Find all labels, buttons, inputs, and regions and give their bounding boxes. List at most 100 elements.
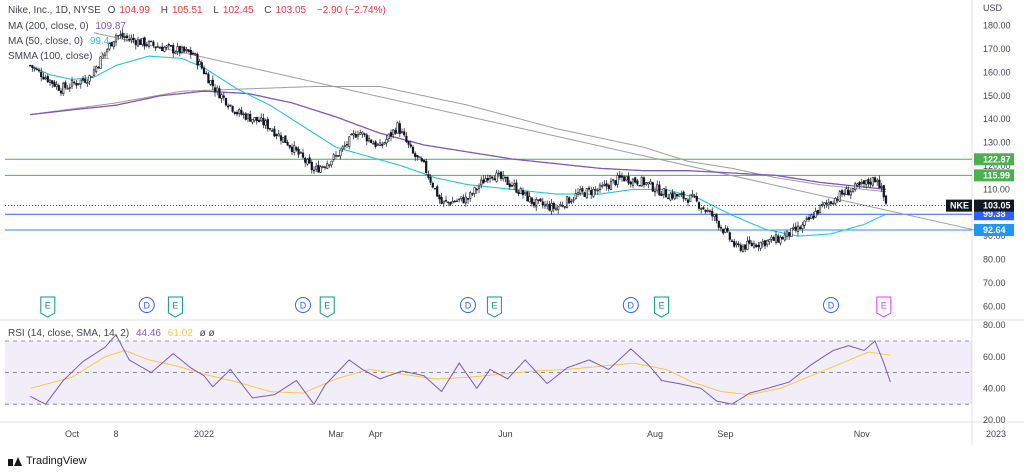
dividend-marker: D [823, 297, 839, 313]
candle-body [273, 128, 276, 137]
candle [147, 39, 151, 49]
smma-legend[interactable]: SMMA (100, close) 11 [8, 51, 114, 62]
candle-body [222, 95, 225, 98]
plot-area[interactable] [5, 28, 977, 406]
candle-body [482, 179, 485, 184]
candle [832, 200, 835, 205]
candle [700, 207, 703, 214]
candle [805, 215, 808, 223]
candle-body [145, 44, 148, 46]
candle-body [348, 136, 351, 147]
candle [187, 49, 190, 53]
candle-body [686, 199, 690, 203]
candle-body [110, 41, 113, 47]
candle [356, 130, 360, 140]
earnings-marker: E [319, 296, 335, 318]
candle-body [777, 235, 780, 243]
candle-body [290, 146, 294, 152]
candle [563, 205, 566, 210]
candle [735, 240, 738, 248]
candle-body [356, 134, 360, 137]
candle [726, 226, 729, 233]
candle [211, 75, 214, 91]
candle-body [317, 164, 320, 173]
candle-body [429, 176, 432, 183]
candle-body [684, 197, 687, 200]
candle [807, 214, 811, 222]
candle [414, 151, 417, 162]
candle [783, 231, 786, 242]
candle-body [867, 179, 870, 184]
grid [0, 0, 1024, 445]
candle-body [187, 49, 190, 53]
event-marker-label: D [628, 301, 635, 311]
tradingview-branding[interactable]: TradingView [8, 455, 87, 467]
candle [339, 149, 342, 160]
candle [497, 169, 500, 178]
candle [139, 38, 142, 46]
candle-body [616, 175, 619, 185]
candle-body [708, 210, 712, 212]
candle-body [528, 196, 531, 203]
candle-body [231, 105, 234, 112]
price-tick-label: 130.00 [983, 138, 1011, 148]
candle-body [631, 178, 635, 186]
candle-body [51, 80, 54, 84]
level-tag-label: 99.38 [983, 209, 1006, 219]
candle-body [165, 45, 168, 48]
candle [713, 213, 716, 222]
candle [821, 201, 824, 208]
price-tick-label: 140.00 [983, 114, 1011, 124]
rsi-legend[interactable]: RSI (14, close, SMA, 14, 2) 44.46 61.02 … [8, 328, 219, 339]
candle-body [783, 234, 786, 241]
candle-body [282, 137, 285, 143]
candle [68, 83, 71, 92]
dividend-icon [295, 297, 311, 313]
candle-body [224, 97, 228, 106]
candle [158, 45, 162, 49]
candle [99, 56, 102, 69]
candle [53, 79, 56, 88]
candle-body [741, 245, 745, 252]
ma50-legend[interactable]: MA (50, close, 0) 99.4 [8, 36, 113, 47]
candle-body [480, 179, 483, 186]
candle [526, 191, 529, 202]
candle-body [607, 184, 610, 189]
candle-body [541, 201, 544, 206]
candle-body [117, 35, 120, 37]
candle-body [440, 196, 443, 204]
candle-body [451, 201, 454, 204]
symbol-legend[interactable]: Nike, Inc., 1D, NYSE O 104.99 H 105.51 L 10… [8, 5, 390, 16]
candle [827, 198, 830, 210]
candle [506, 176, 509, 186]
candle [411, 145, 415, 154]
candle-body [284, 135, 287, 143]
ohlc-low: L 102.45 [213, 5, 254, 16]
candle-body [275, 134, 278, 136]
candle [482, 175, 485, 184]
candle-body [876, 179, 879, 182]
earnings-icon [876, 296, 892, 318]
candle [678, 193, 681, 197]
candle-body [233, 111, 236, 114]
candle-body [746, 240, 749, 250]
candle-body [198, 61, 201, 65]
earnings-marker: E [654, 296, 670, 318]
candle-body [821, 203, 824, 206]
price-tick-label: 80.00 [983, 255, 1006, 265]
ma50-line [29, 55, 887, 237]
candle [739, 242, 742, 253]
candle [583, 191, 586, 197]
candle-body [849, 191, 852, 196]
candle [330, 160, 333, 168]
ma200-label: MA (200, close, 0) [8, 21, 89, 32]
candle-body [420, 158, 423, 162]
candle [244, 111, 247, 121]
candle-body [332, 154, 335, 160]
candle [546, 200, 549, 210]
ma200-legend[interactable]: MA (200, close, 0) 109.87 [8, 21, 130, 32]
candle [612, 179, 615, 184]
candle-body [79, 79, 82, 85]
candle-body [130, 37, 133, 41]
